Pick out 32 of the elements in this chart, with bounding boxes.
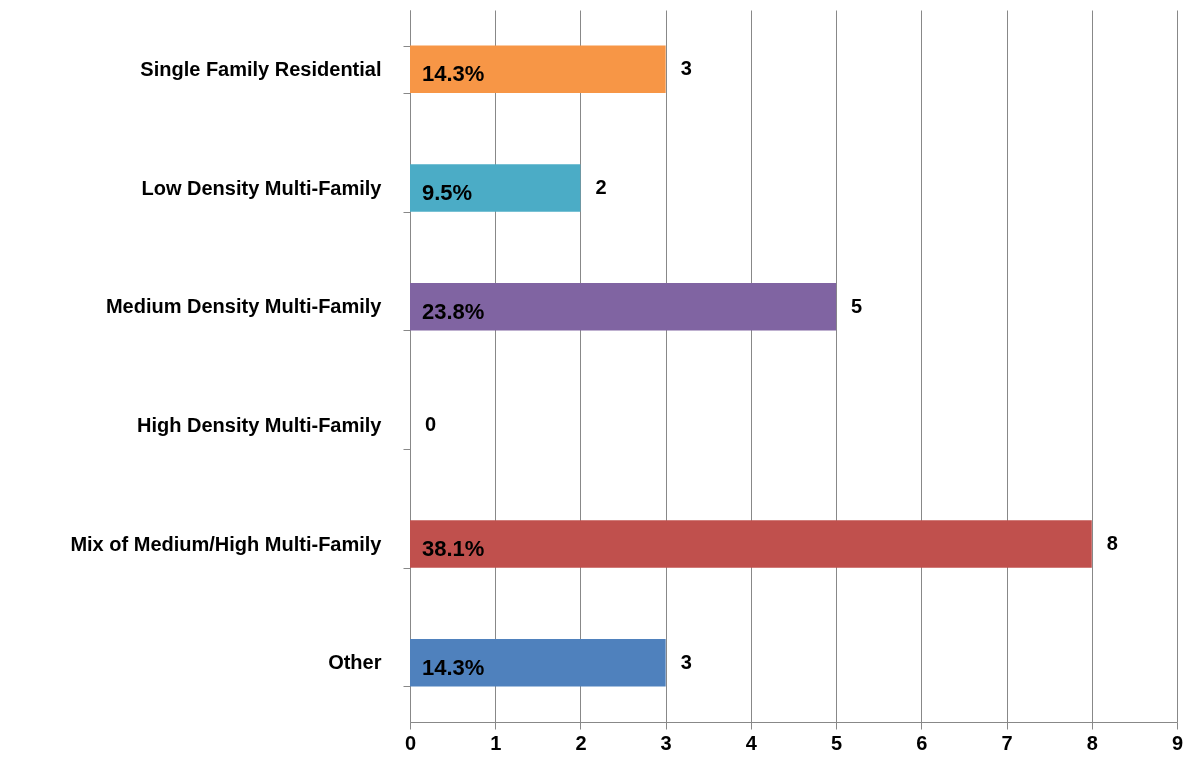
data-label: 3 <box>680 57 692 80</box>
annotation: 23.8% <box>422 298 485 324</box>
x-tick-label: 1 <box>490 731 502 754</box>
x-tick-label: 6 <box>916 731 928 754</box>
x-tick-label: 9 <box>1171 731 1184 754</box>
data-label: 5 <box>851 294 863 317</box>
y-tick-label: Mix of Medium/High Multi-Family <box>70 532 383 555</box>
x-tick-label: 7 <box>1001 731 1013 754</box>
bar <box>410 45 666 94</box>
annotation: 38.1% <box>422 536 485 561</box>
x-tick-label: 2 <box>575 731 587 754</box>
y-tick-label: Other <box>328 651 382 674</box>
data-label: 2 <box>595 176 607 198</box>
bar <box>410 282 837 331</box>
x-tick-label: 5 <box>831 731 843 754</box>
bar <box>410 638 666 687</box>
data-label: 0 <box>425 413 437 436</box>
annotation: 14.3% <box>422 654 485 680</box>
bar <box>410 164 581 212</box>
annotation: 14.3% <box>422 61 485 87</box>
x-tick-label: 4 <box>745 731 758 754</box>
y-tick-label: Single Family Residential <box>140 57 382 80</box>
y-tick-label: Medium Density Multi-Family <box>105 295 383 318</box>
annotation: 9.5% <box>422 180 473 205</box>
data-label: 8 <box>1106 532 1118 554</box>
y-tick-label: Low Density Multi-Family <box>141 176 383 199</box>
bar <box>410 520 1092 568</box>
data-label: 3 <box>680 650 692 673</box>
x-tick-label: 0 <box>404 731 417 754</box>
x-tick-label: 3 <box>660 731 672 754</box>
y-tick-label: High Density Multi-Family <box>137 413 383 436</box>
x-tick-label: 8 <box>1086 731 1098 754</box>
